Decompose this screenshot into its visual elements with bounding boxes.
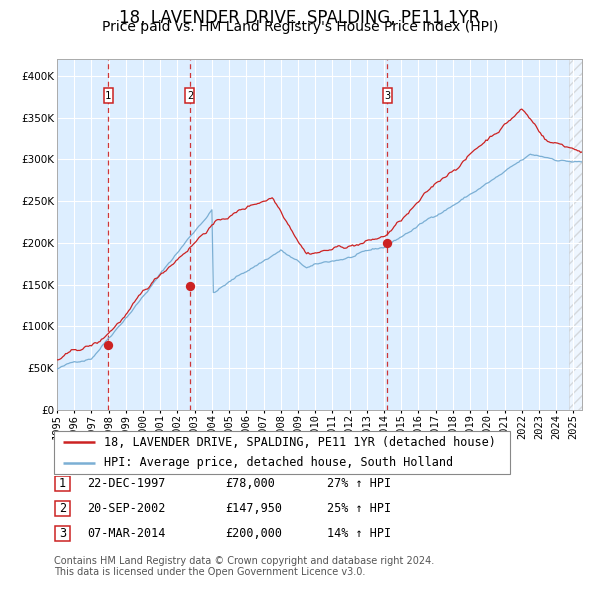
Text: 2: 2 <box>59 502 66 515</box>
Point <box>185 281 194 291</box>
Text: £78,000: £78,000 <box>225 477 275 490</box>
Text: 18, LAVENDER DRIVE, SPALDING, PE11 1YR (detached house): 18, LAVENDER DRIVE, SPALDING, PE11 1YR (… <box>104 436 496 449</box>
FancyBboxPatch shape <box>104 88 113 103</box>
Text: £147,950: £147,950 <box>225 502 282 515</box>
Text: 22-DEC-1997: 22-DEC-1997 <box>87 477 166 490</box>
Text: Price paid vs. HM Land Registry's House Price Index (HPI): Price paid vs. HM Land Registry's House … <box>102 20 498 34</box>
Text: 25% ↑ HPI: 25% ↑ HPI <box>327 502 391 515</box>
Text: Contains HM Land Registry data © Crown copyright and database right 2024.: Contains HM Land Registry data © Crown c… <box>54 556 434 566</box>
Text: £200,000: £200,000 <box>225 527 282 540</box>
Text: 07-MAR-2014: 07-MAR-2014 <box>87 527 166 540</box>
Point <box>103 340 113 349</box>
Text: 14% ↑ HPI: 14% ↑ HPI <box>327 527 391 540</box>
Point <box>382 238 392 248</box>
Text: 2: 2 <box>187 91 193 101</box>
Text: 27% ↑ HPI: 27% ↑ HPI <box>327 477 391 490</box>
Bar <box>569 59 582 410</box>
Text: 1: 1 <box>59 477 66 490</box>
Text: 3: 3 <box>59 527 66 540</box>
FancyBboxPatch shape <box>55 526 70 541</box>
Text: 20-SEP-2002: 20-SEP-2002 <box>87 502 166 515</box>
Text: HPI: Average price, detached house, South Holland: HPI: Average price, detached house, Sout… <box>104 456 453 469</box>
FancyBboxPatch shape <box>55 501 70 516</box>
FancyBboxPatch shape <box>185 88 194 103</box>
FancyBboxPatch shape <box>383 88 392 103</box>
Text: This data is licensed under the Open Government Licence v3.0.: This data is licensed under the Open Gov… <box>54 567 365 577</box>
FancyBboxPatch shape <box>55 476 70 491</box>
Text: 1: 1 <box>105 91 111 101</box>
Text: 18, LAVENDER DRIVE, SPALDING, PE11 1YR: 18, LAVENDER DRIVE, SPALDING, PE11 1YR <box>119 9 481 27</box>
Text: 3: 3 <box>384 91 390 101</box>
FancyBboxPatch shape <box>54 431 510 474</box>
